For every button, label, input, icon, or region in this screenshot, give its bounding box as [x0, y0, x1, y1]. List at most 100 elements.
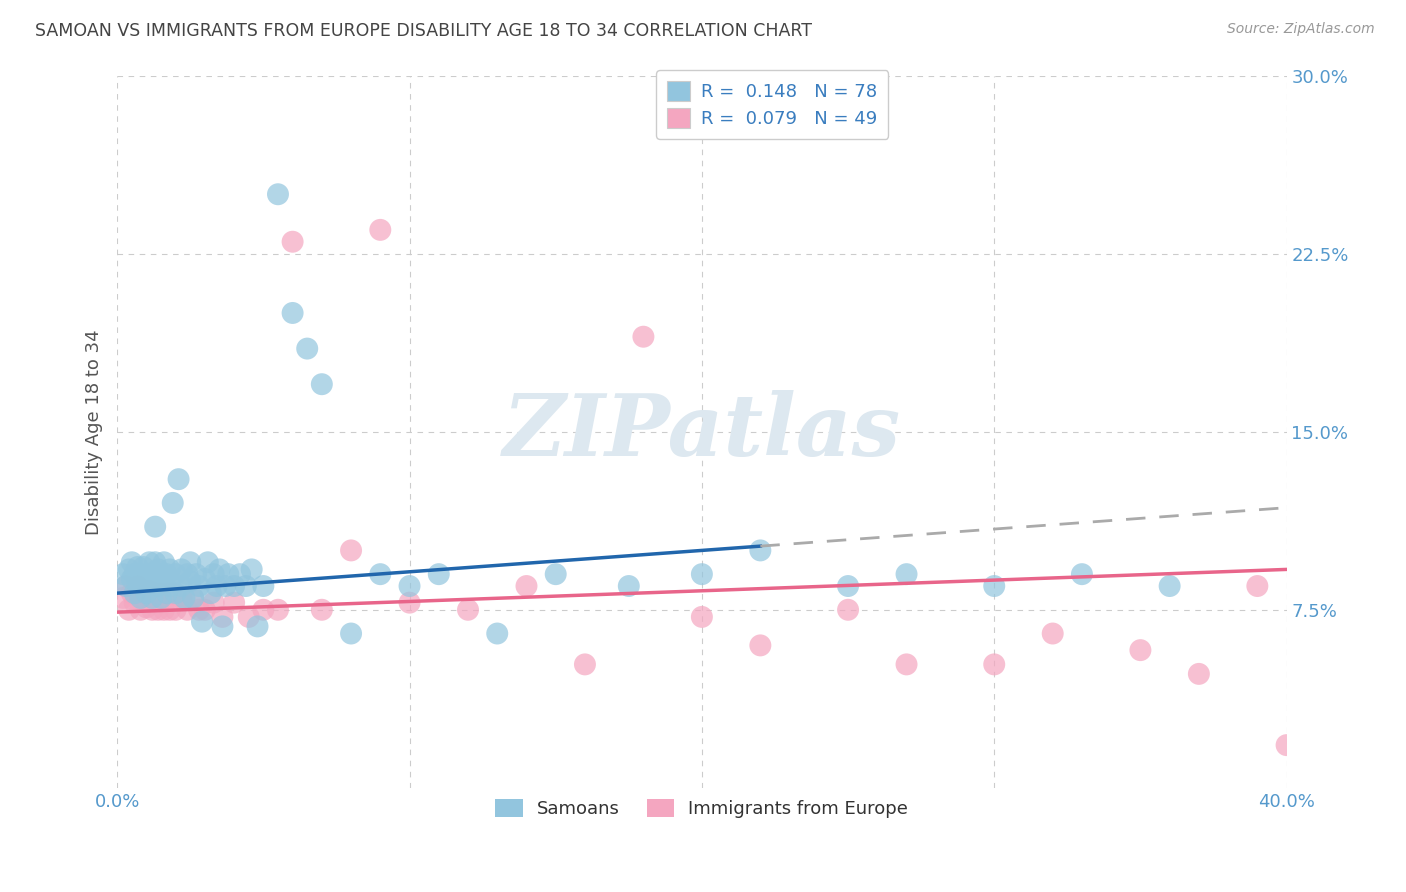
Y-axis label: Disability Age 18 to 34: Disability Age 18 to 34 — [86, 329, 103, 534]
Point — [633, 329, 655, 343]
Point — [238, 610, 260, 624]
Point — [486, 626, 509, 640]
Point — [121, 555, 143, 569]
Point — [153, 574, 176, 589]
Point — [156, 586, 179, 600]
Point — [167, 472, 190, 486]
Point — [135, 600, 157, 615]
Point — [311, 603, 333, 617]
Point — [267, 187, 290, 202]
Point — [159, 603, 181, 617]
Point — [200, 586, 222, 600]
Point — [211, 619, 233, 633]
Point — [121, 586, 143, 600]
Point — [229, 567, 252, 582]
Point — [896, 657, 918, 672]
Point — [983, 657, 1005, 672]
Point — [165, 603, 187, 617]
Point — [1246, 579, 1268, 593]
Point — [208, 562, 231, 576]
Point — [194, 603, 217, 617]
Point — [132, 574, 155, 589]
Point — [617, 579, 640, 593]
Point — [181, 591, 204, 605]
Point — [162, 586, 184, 600]
Point — [214, 579, 236, 593]
Point — [150, 586, 173, 600]
Point — [146, 562, 169, 576]
Point — [240, 562, 263, 576]
Point — [129, 567, 152, 582]
Point — [188, 579, 211, 593]
Point — [153, 555, 176, 569]
Point — [176, 567, 198, 582]
Point — [162, 496, 184, 510]
Point — [202, 596, 225, 610]
Point — [281, 306, 304, 320]
Point — [1071, 567, 1094, 582]
Point — [143, 586, 166, 600]
Point — [179, 555, 201, 569]
Point — [138, 574, 160, 589]
Text: SAMOAN VS IMMIGRANTS FROM EUROPE DISABILITY AGE 18 TO 34 CORRELATION CHART: SAMOAN VS IMMIGRANTS FROM EUROPE DISABIL… — [35, 22, 813, 40]
Point — [170, 579, 193, 593]
Point — [132, 560, 155, 574]
Point — [129, 603, 152, 617]
Point — [115, 579, 138, 593]
Point — [170, 562, 193, 576]
Point — [127, 579, 149, 593]
Point — [1129, 643, 1152, 657]
Point — [146, 603, 169, 617]
Point — [1042, 626, 1064, 640]
Point — [690, 610, 713, 624]
Point — [368, 567, 391, 582]
Point — [191, 615, 214, 629]
Point — [118, 562, 141, 576]
Point — [205, 579, 228, 593]
Point — [1188, 666, 1211, 681]
Point — [112, 591, 135, 605]
Point — [398, 579, 420, 593]
Point — [127, 576, 149, 591]
Point — [150, 567, 173, 582]
Point — [141, 572, 163, 586]
Point — [146, 579, 169, 593]
Point — [896, 567, 918, 582]
Point — [340, 543, 363, 558]
Point — [252, 579, 274, 593]
Point — [574, 657, 596, 672]
Point — [121, 572, 143, 586]
Point — [1159, 579, 1181, 593]
Point — [124, 586, 146, 600]
Point — [184, 567, 207, 582]
Point — [141, 603, 163, 617]
Point — [165, 586, 187, 600]
Point — [252, 603, 274, 617]
Point — [281, 235, 304, 249]
Point — [143, 519, 166, 533]
Legend: Samoans, Immigrants from Europe: Samoans, Immigrants from Europe — [488, 791, 915, 825]
Point — [135, 586, 157, 600]
Point — [179, 574, 201, 589]
Point — [176, 603, 198, 617]
Point — [235, 579, 257, 593]
Point — [427, 567, 450, 582]
Point — [311, 377, 333, 392]
Point — [159, 579, 181, 593]
Point — [690, 567, 713, 582]
Point — [159, 562, 181, 576]
Text: Source: ZipAtlas.com: Source: ZipAtlas.com — [1227, 22, 1375, 37]
Point — [124, 596, 146, 610]
Point — [165, 567, 187, 582]
Point — [224, 596, 246, 610]
Point — [202, 567, 225, 582]
Point — [115, 579, 138, 593]
Point — [150, 591, 173, 605]
Point — [138, 583, 160, 598]
Point — [135, 567, 157, 582]
Point — [127, 560, 149, 574]
Point — [837, 579, 859, 593]
Point — [156, 586, 179, 600]
Point — [194, 572, 217, 586]
Point — [544, 567, 567, 582]
